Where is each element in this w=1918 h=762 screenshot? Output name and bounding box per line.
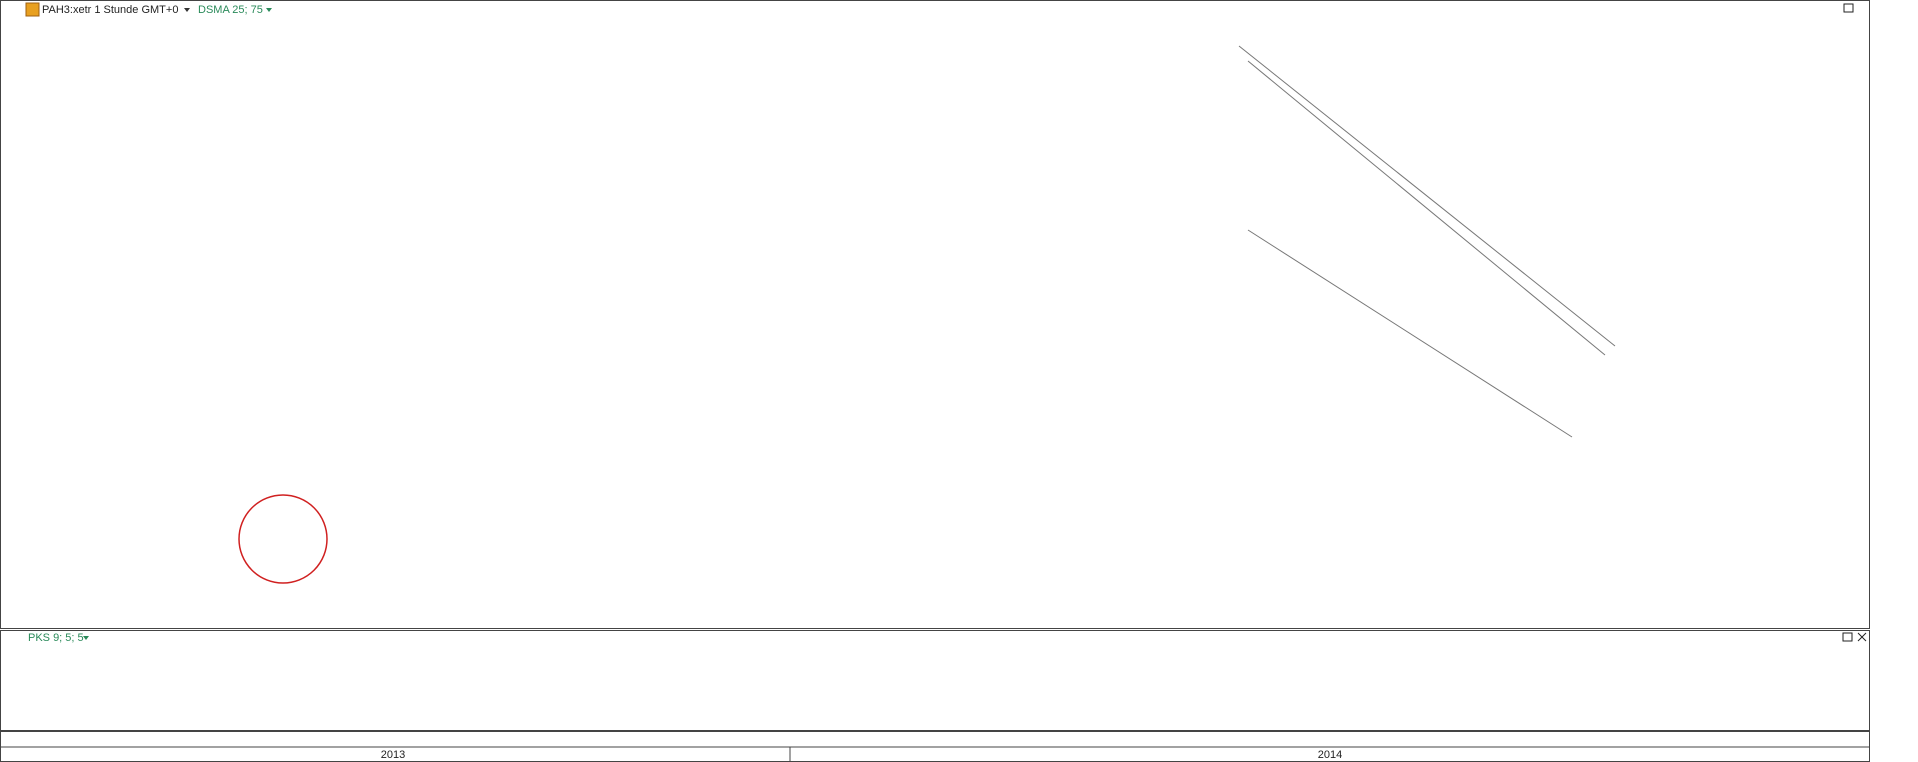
year-label: 2014 bbox=[1318, 749, 1342, 761]
maximize-button[interactable] bbox=[1842, 632, 1853, 642]
oscillator-label[interactable]: PKS 9; 5; 5 bbox=[28, 632, 84, 644]
year-label: 2013 bbox=[381, 749, 405, 761]
trend-line bbox=[1247, 229, 1573, 438]
close-button[interactable] bbox=[1857, 632, 1867, 642]
chart-title[interactable]: PAH3:xetr 1 Stunde GMT+0 bbox=[42, 4, 178, 16]
indicator-label[interactable]: DSMA 25; 75 bbox=[198, 4, 263, 16]
trend-line bbox=[1238, 45, 1616, 347]
price-pane bbox=[0, 0, 1870, 629]
oscillator-pane bbox=[0, 630, 1870, 731]
trend-line bbox=[1247, 60, 1606, 356]
maximize-button[interactable] bbox=[1843, 3, 1854, 13]
dropdown-arrow[interactable] bbox=[266, 8, 272, 12]
highlight-circle bbox=[238, 494, 328, 584]
symbol-icon bbox=[25, 2, 40, 17]
dropdown-arrow[interactable] bbox=[184, 8, 190, 12]
dropdown-arrow[interactable] bbox=[83, 636, 89, 640]
